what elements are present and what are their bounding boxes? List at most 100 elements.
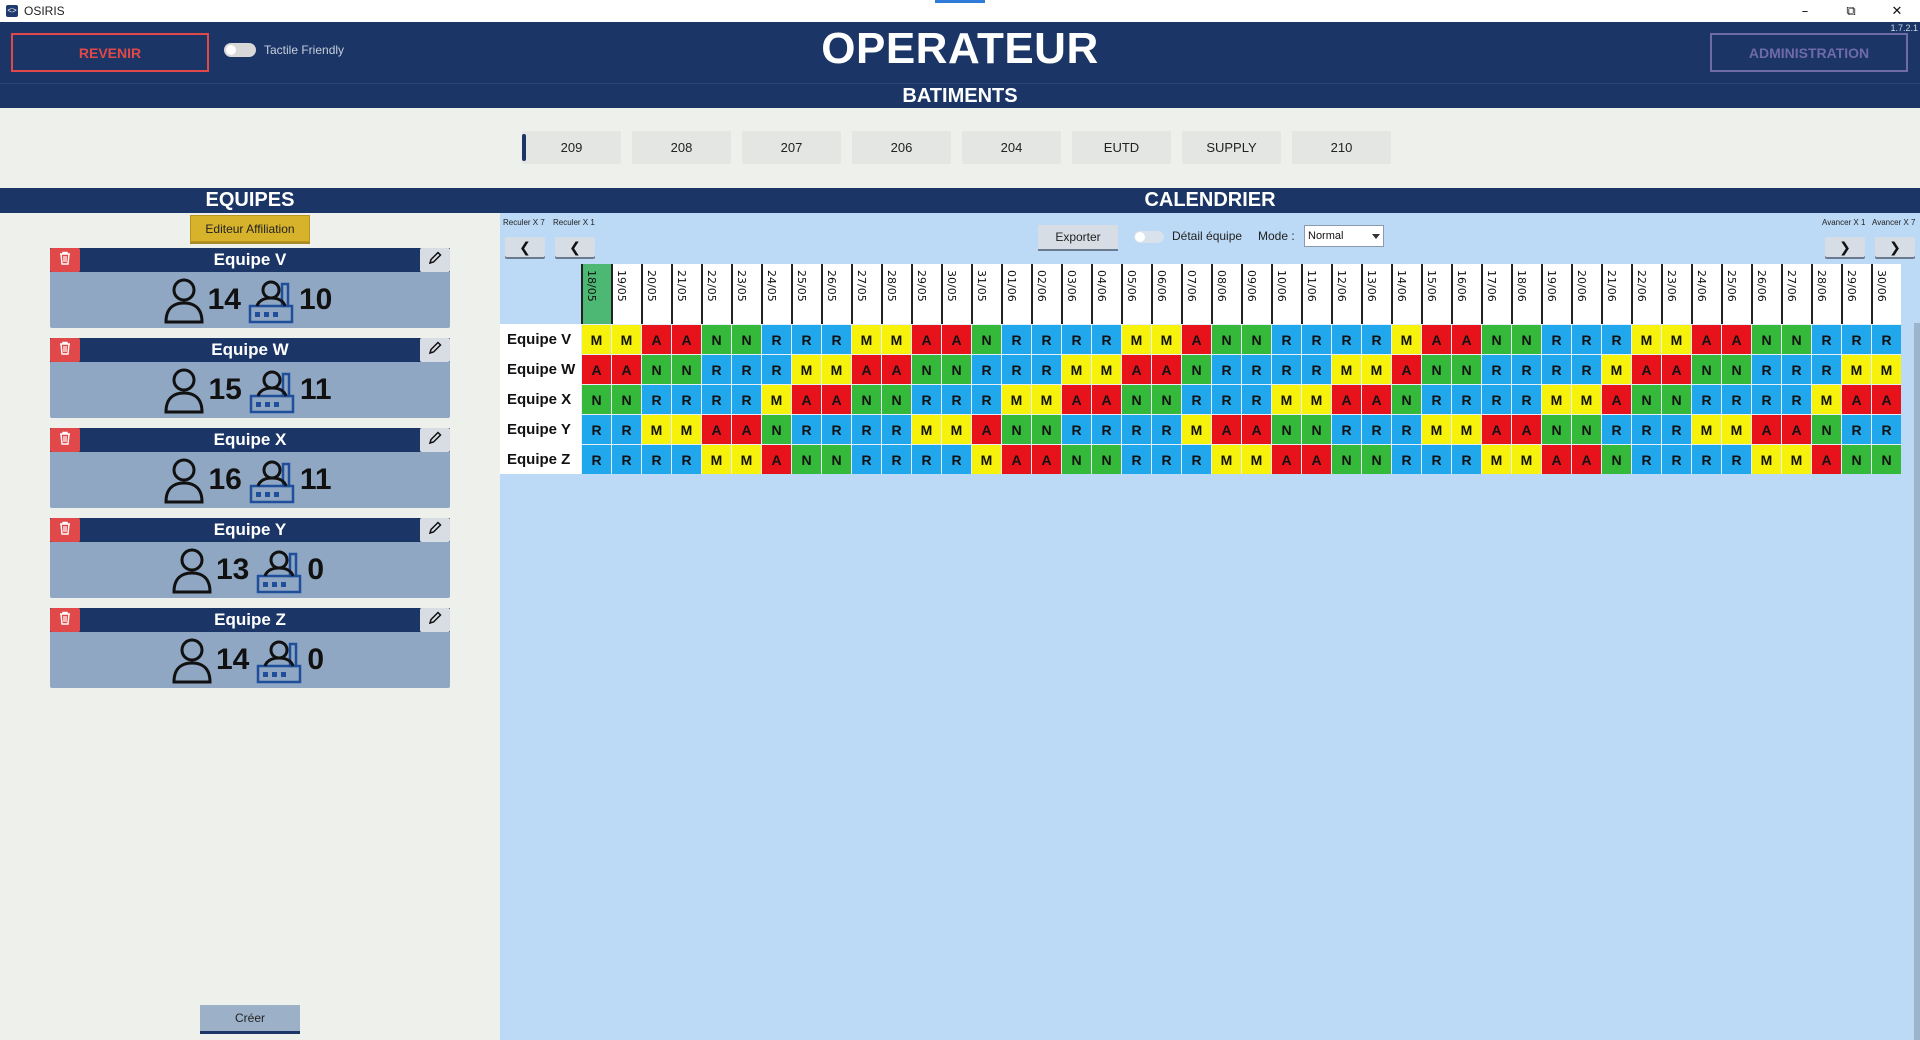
edit-team-button[interactable] — [420, 248, 450, 272]
shift-cell[interactable]: M — [1121, 324, 1151, 354]
edit-team-button[interactable] — [420, 518, 450, 542]
shift-cell[interactable]: N — [1211, 324, 1241, 354]
shift-cell[interactable]: M — [851, 324, 881, 354]
shift-cell[interactable]: M — [1601, 354, 1631, 384]
shift-cell[interactable]: N — [1151, 384, 1181, 414]
shift-cell[interactable]: R — [941, 444, 971, 474]
shift-cell[interactable]: R — [1151, 444, 1181, 474]
shift-cell[interactable]: M — [1451, 414, 1481, 444]
shift-cell[interactable]: N — [1031, 414, 1061, 444]
shift-cell[interactable]: M — [1811, 384, 1841, 414]
shift-cell[interactable]: R — [851, 414, 881, 444]
shift-cell[interactable]: M — [1211, 444, 1241, 474]
shift-cell[interactable]: M — [1541, 384, 1571, 414]
shift-cell[interactable]: R — [1001, 354, 1031, 384]
shift-cell[interactable]: A — [1841, 384, 1871, 414]
shift-cell[interactable]: R — [1091, 324, 1121, 354]
shift-cell[interactable]: A — [1091, 384, 1121, 414]
shift-cell[interactable]: R — [761, 354, 791, 384]
edit-team-button[interactable] — [420, 608, 450, 632]
shift-cell[interactable]: R — [1061, 414, 1091, 444]
shift-cell[interactable]: N — [1571, 414, 1601, 444]
shift-cell[interactable]: R — [1841, 414, 1871, 444]
shift-cell[interactable]: M — [1721, 414, 1751, 444]
shift-cell[interactable]: R — [611, 414, 641, 444]
shift-cell[interactable]: N — [1361, 444, 1391, 474]
shift-cell[interactable]: R — [1091, 414, 1121, 444]
shift-cell[interactable]: R — [1751, 354, 1781, 384]
shift-cell[interactable]: A — [1571, 444, 1601, 474]
shift-cell[interactable]: N — [701, 324, 731, 354]
shift-cell[interactable]: R — [1271, 324, 1301, 354]
shift-cell[interactable]: M — [1091, 354, 1121, 384]
shift-cell[interactable]: N — [821, 444, 851, 474]
shift-cell[interactable]: A — [1511, 414, 1541, 444]
fwd7-button[interactable]: ❯ — [1875, 237, 1915, 257]
shift-cell[interactable]: N — [881, 384, 911, 414]
shift-cell[interactable]: R — [1601, 414, 1631, 444]
shift-cell[interactable]: M — [1241, 444, 1271, 474]
shift-cell[interactable]: A — [1061, 384, 1091, 414]
building-tab[interactable]: 207 — [742, 131, 841, 164]
team-detail-toggle[interactable] — [1134, 231, 1164, 243]
shift-cell[interactable]: R — [641, 444, 671, 474]
shift-cell[interactable]: M — [1661, 324, 1691, 354]
shift-cell[interactable]: R — [1541, 324, 1571, 354]
shift-cell[interactable]: R — [1331, 414, 1361, 444]
create-team-button[interactable]: Créer — [200, 1005, 300, 1034]
shift-cell[interactable]: N — [1601, 444, 1631, 474]
team-card[interactable]: Equipe X 16 11 — [50, 428, 450, 508]
shift-cell[interactable]: M — [761, 384, 791, 414]
shift-cell[interactable]: N — [641, 354, 671, 384]
shift-cell[interactable]: M — [1361, 354, 1391, 384]
shift-cell[interactable]: M — [1841, 354, 1871, 384]
back7-button[interactable]: ❮ — [505, 237, 545, 257]
shift-cell[interactable]: R — [791, 324, 821, 354]
shift-cell[interactable]: R — [731, 354, 761, 384]
shift-cell[interactable]: M — [1511, 444, 1541, 474]
shift-cell[interactable]: A — [1241, 414, 1271, 444]
shift-cell[interactable]: A — [1211, 414, 1241, 444]
shift-cell[interactable]: A — [1751, 414, 1781, 444]
shift-cell[interactable]: N — [1421, 354, 1451, 384]
shift-cell[interactable]: N — [1841, 444, 1871, 474]
shift-cell[interactable]: A — [881, 354, 911, 384]
shift-cell[interactable]: R — [1391, 414, 1421, 444]
tactile-toggle[interactable] — [224, 43, 256, 57]
shift-cell[interactable]: A — [1391, 354, 1421, 384]
shift-cell[interactable]: A — [1121, 354, 1151, 384]
shift-cell[interactable]: N — [1001, 414, 1031, 444]
shift-cell[interactable]: N — [941, 354, 971, 384]
shift-cell[interactable]: A — [1031, 444, 1061, 474]
shift-cell[interactable]: A — [1481, 414, 1511, 444]
shift-cell[interactable]: R — [731, 384, 761, 414]
delete-team-button[interactable] — [50, 338, 80, 362]
shift-cell[interactable]: M — [941, 414, 971, 444]
shift-cell[interactable]: R — [641, 384, 671, 414]
shift-cell[interactable]: R — [851, 444, 881, 474]
shift-cell[interactable]: R — [671, 384, 701, 414]
shift-cell[interactable]: R — [881, 444, 911, 474]
shift-cell[interactable]: M — [1571, 384, 1601, 414]
shift-cell[interactable]: M — [731, 444, 761, 474]
shift-cell[interactable]: R — [1811, 354, 1841, 384]
shift-cell[interactable]: M — [1751, 444, 1781, 474]
shift-cell[interactable]: N — [851, 384, 881, 414]
shift-cell[interactable]: R — [1391, 444, 1421, 474]
shift-cell[interactable]: A — [911, 324, 941, 354]
shift-cell[interactable]: N — [731, 324, 761, 354]
shift-cell[interactable]: N — [1391, 384, 1421, 414]
close-icon[interactable]: ✕ — [1891, 3, 1903, 19]
shift-cell[interactable]: R — [1001, 324, 1031, 354]
shift-cell[interactable]: A — [1181, 324, 1211, 354]
shift-cell[interactable]: N — [1271, 414, 1301, 444]
shift-cell[interactable]: N — [1121, 384, 1151, 414]
shift-cell[interactable]: N — [671, 354, 701, 384]
shift-cell[interactable]: A — [791, 384, 821, 414]
shift-cell[interactable]: M — [1181, 414, 1211, 444]
minimize-icon[interactable]: – — [1801, 3, 1809, 19]
shift-cell[interactable]: A — [851, 354, 881, 384]
shift-cell[interactable]: N — [1061, 444, 1091, 474]
shift-cell[interactable]: R — [1301, 354, 1331, 384]
shift-cell[interactable]: M — [1061, 354, 1091, 384]
